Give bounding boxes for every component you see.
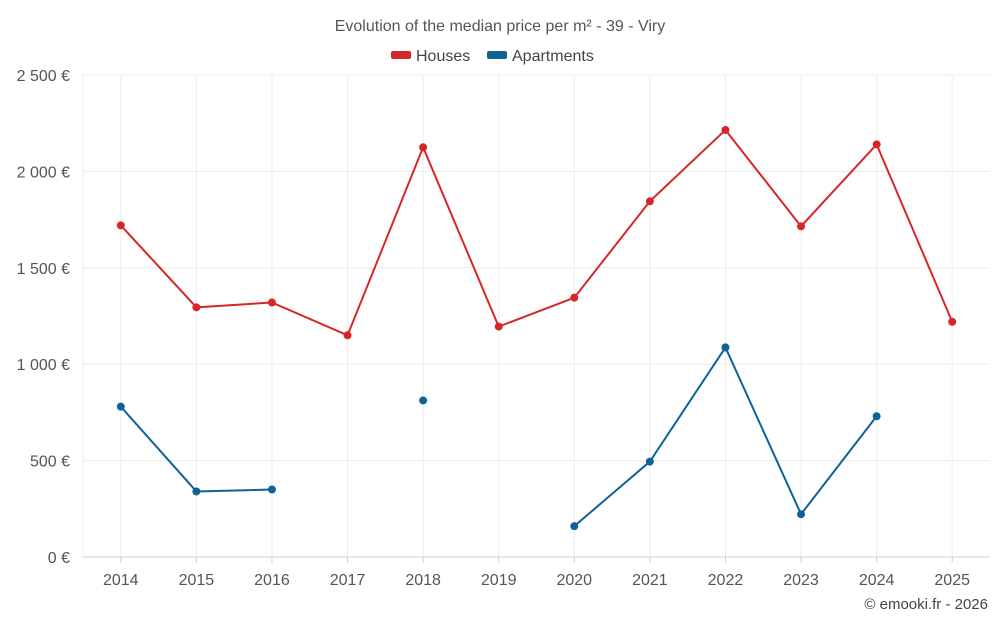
series-houses	[116, 125, 957, 340]
x-tick-label: 2018	[405, 572, 441, 589]
y-tick-label: 2 000 €	[17, 164, 70, 181]
x-tick-label: 2023	[783, 572, 819, 589]
data-point-houses[interactable]	[872, 140, 881, 149]
data-point-houses[interactable]	[343, 331, 352, 340]
x-tick-label: 2020	[556, 572, 592, 589]
x-tick-label: 2022	[708, 572, 744, 589]
series-line-houses	[120, 128, 954, 337]
data-point-houses[interactable]	[797, 222, 806, 231]
series	[116, 125, 957, 531]
data-point-houses[interactable]	[267, 298, 276, 307]
data-point-apartments[interactable]	[797, 510, 806, 519]
series-apartments	[116, 343, 881, 531]
data-point-houses[interactable]	[948, 317, 957, 326]
x-tick-label: 2025	[934, 572, 970, 589]
data-point-houses[interactable]	[721, 125, 730, 134]
data-point-apartments[interactable]	[570, 522, 579, 531]
data-point-houses[interactable]	[116, 221, 125, 230]
legend-label-houses: Houses	[416, 48, 470, 65]
data-point-houses[interactable]	[645, 197, 654, 206]
legend-swatch-apartments	[487, 51, 507, 59]
data-point-apartments[interactable]	[872, 412, 881, 421]
x-tick-label: 2021	[632, 572, 668, 589]
legend-item-apartments[interactable]: Apartments	[487, 48, 594, 65]
y-tick-label: 1 000 €	[17, 357, 70, 374]
legend-item-houses[interactable]: Houses	[391, 48, 470, 65]
x-tick-label: 2015	[179, 572, 215, 589]
data-point-apartments[interactable]	[419, 396, 428, 405]
y-tick-label: 2 500 €	[17, 68, 70, 85]
x-tick-label: 2019	[481, 572, 517, 589]
x-tick-label: 2024	[859, 572, 895, 589]
x-tick-label: 2014	[103, 572, 139, 589]
legend-swatch-houses	[391, 51, 411, 59]
data-point-houses[interactable]	[570, 293, 579, 302]
data-point-houses[interactable]	[419, 143, 428, 152]
data-point-apartments[interactable]	[192, 487, 201, 496]
chart-title: Evolution of the median price per m² - 3…	[335, 18, 666, 35]
y-tick-label: 0 €	[48, 550, 70, 567]
y-tick-label: 1 500 €	[17, 261, 70, 278]
grid	[83, 74, 990, 557]
data-point-apartments[interactable]	[116, 402, 125, 411]
data-point-apartments[interactable]	[645, 457, 654, 466]
axes: 0 € 500 € 1 000 € 1 500 € 2 000 € 2 500 € 2014…	[17, 68, 990, 589]
x-tick-label: 2017	[330, 572, 366, 589]
y-tick-label: 500 €	[30, 454, 70, 471]
x-tick-label: 2016	[254, 572, 290, 589]
data-point-houses[interactable]	[494, 322, 503, 331]
data-point-apartments[interactable]	[267, 485, 276, 494]
data-point-apartments[interactable]	[721, 343, 730, 352]
data-point-houses[interactable]	[192, 303, 201, 312]
credit-text: © emooki.fr - 2026	[864, 596, 988, 613]
legend-label-apartments: Apartments	[512, 48, 594, 65]
legend: Houses Apartments	[391, 48, 594, 65]
